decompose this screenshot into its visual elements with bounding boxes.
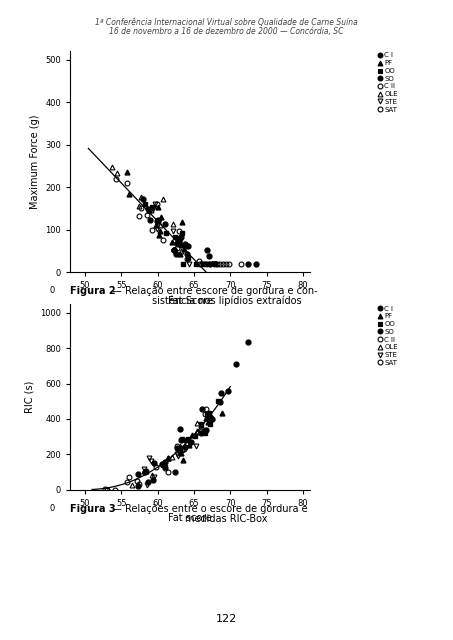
Text: Figura 3: Figura 3	[70, 504, 116, 515]
Text: 122: 122	[216, 614, 237, 624]
Text: medidas RIC-Box: medidas RIC-Box	[185, 514, 268, 524]
Text: 1ª Conferência Internacional Virtual sobre Qualidade de Carne Suína: 1ª Conferência Internacional Virtual sob…	[95, 18, 358, 27]
Text: 0: 0	[49, 286, 55, 295]
Y-axis label: Maximum Force (g): Maximum Force (g)	[30, 115, 40, 209]
Legend: C I, PF, OO, SO, C II, OLE, STE, SAT: C I, PF, OO, SO, C II, OLE, STE, SAT	[378, 52, 398, 113]
X-axis label: Fat score: Fat score	[169, 513, 212, 523]
Text: Figura 2: Figura 2	[70, 286, 116, 296]
Text: sistência nos lipídios extraídos: sistência nos lipídios extraídos	[152, 296, 301, 306]
Text: 16 de novembro a 16 de dezembro de 2000 — Concórdia, SC: 16 de novembro a 16 de dezembro de 2000 …	[109, 27, 344, 36]
Y-axis label: RIC (s): RIC (s)	[24, 381, 34, 413]
X-axis label: Fat Score: Fat Score	[168, 296, 213, 305]
Legend: C I, PF, OO, SO, C II, OLE, STE, SAT: C I, PF, OO, SO, C II, OLE, STE, SAT	[378, 306, 398, 366]
Text: — Relação entre escore de gordura e con-: — Relação entre escore de gordura e con-	[109, 286, 318, 296]
Text: 0: 0	[49, 504, 55, 513]
Text: — Relações entre o escore de gordura e: — Relações entre o escore de gordura e	[109, 504, 307, 515]
